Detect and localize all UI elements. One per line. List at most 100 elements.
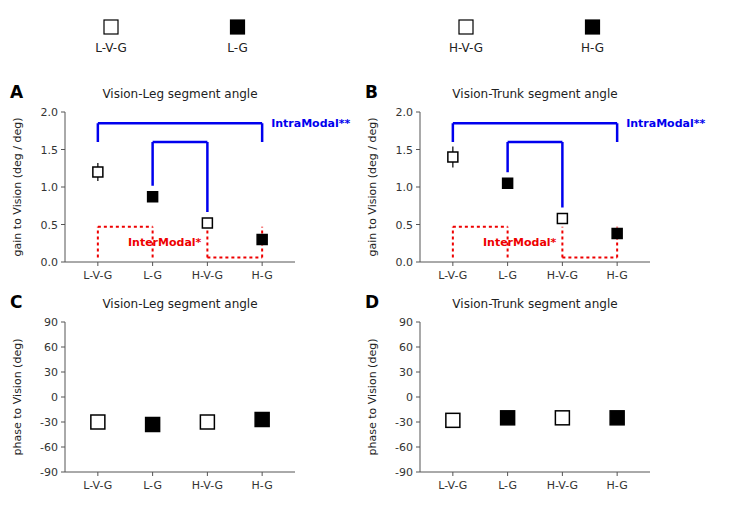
- y-tick-label: 0: [406, 391, 413, 404]
- title: Vision-Leg segment angle: [102, 297, 257, 311]
- y-axis: [65, 112, 66, 262]
- legend-swatch: [459, 20, 473, 34]
- y-axis: [65, 322, 66, 472]
- figure: L-V-G L-G H-V-G H-G Vision-Leg segment angle…: [0, 0, 735, 518]
- y-tick-label: 0: [51, 391, 58, 404]
- x-tick: [507, 472, 508, 476]
- x-tick: [97, 472, 98, 476]
- y-tick: [61, 149, 65, 150]
- legend-label: H-V-G: [449, 41, 483, 55]
- y-tick-label: -60: [395, 441, 413, 454]
- annotation-line: [151, 142, 154, 186]
- x-tick: [452, 472, 453, 476]
- annotation: InterModal*: [483, 236, 557, 249]
- x-tick-label: L-V-G: [438, 479, 467, 492]
- plot-area: [446, 411, 624, 428]
- annotation-line: [453, 226, 508, 228]
- y-tick: [416, 112, 420, 113]
- annotation-line: [452, 123, 455, 142]
- y-tick: [416, 472, 420, 473]
- panel: Vision-Trunk segment angleDphase to Visi…: [365, 292, 650, 492]
- y-axis-label: phase to Vision (deg): [11, 339, 24, 456]
- point: [557, 214, 567, 224]
- annotation-line: [206, 227, 208, 258]
- annotation-line: [206, 142, 209, 212]
- annotation-line: [508, 141, 563, 144]
- y-tick-label: -60: [40, 441, 58, 454]
- legend-swatch: [104, 20, 118, 34]
- point: [503, 178, 513, 188]
- y-tick: [61, 347, 65, 348]
- y-tick: [61, 397, 65, 398]
- x-tick: [152, 472, 153, 476]
- x-tick: [262, 472, 263, 476]
- point: [255, 413, 269, 427]
- y-tick-label: 30: [44, 366, 58, 379]
- annotation-line: [452, 227, 454, 258]
- y-tick-label: 1.0: [41, 181, 59, 194]
- y-tick: [416, 397, 420, 398]
- point: [257, 235, 267, 245]
- y-tick: [416, 224, 420, 225]
- panel-label: B: [365, 82, 378, 102]
- y-tick: [416, 422, 420, 423]
- annotation-line: [616, 123, 619, 142]
- x-tick: [152, 262, 153, 266]
- x-tick-label: L-V-G: [83, 479, 112, 492]
- y-tick: [61, 422, 65, 423]
- legend-label: H-G: [581, 41, 604, 55]
- annotation-line: [561, 142, 564, 208]
- x-tick: [207, 262, 208, 266]
- y-tick: [416, 322, 420, 323]
- point: [555, 411, 569, 425]
- x-tick-label: H-V-G: [547, 269, 578, 282]
- y-tick-label: -30: [40, 416, 58, 429]
- annotation: IntraModal**: [271, 117, 350, 130]
- x-tick-label: L-G: [143, 479, 162, 492]
- annotation-line: [98, 122, 262, 125]
- x-tick: [97, 262, 98, 266]
- y-tick: [61, 262, 65, 263]
- y-axis: [420, 322, 421, 472]
- annotation-line: [97, 227, 99, 258]
- y-tick-label: 2.0: [396, 106, 414, 119]
- x-tick-label: L-G: [498, 479, 517, 492]
- point: [446, 413, 460, 427]
- annotation-line: [153, 141, 208, 144]
- annotation-line: [261, 123, 264, 142]
- x-tick-label: H-V-G: [192, 479, 223, 492]
- legend-swatch: [586, 20, 600, 34]
- legend-swatch: [231, 20, 245, 34]
- y-tick-label: 60: [399, 341, 413, 354]
- x-tick: [617, 262, 618, 266]
- y-tick: [416, 262, 420, 263]
- annotation-line: [453, 122, 617, 125]
- y-tick-label: 0.5: [41, 219, 59, 232]
- x-tick-label: H-G: [607, 269, 628, 282]
- point: [91, 415, 105, 429]
- title: Vision-Trunk segment angle: [452, 87, 617, 101]
- annotation: InterModal*: [128, 236, 202, 249]
- y-tick-label: 0.0: [396, 256, 414, 269]
- annotation: IntraModal**: [626, 117, 705, 130]
- x-tick: [562, 262, 563, 266]
- x-tick-label: L-V-G: [438, 269, 467, 282]
- point: [148, 192, 158, 202]
- y-axis-label: phase to Vision (deg): [366, 339, 379, 456]
- plot-area: [93, 123, 267, 257]
- y-tick: [416, 149, 420, 150]
- x-tick-label: L-V-G: [83, 269, 112, 282]
- x-tick: [562, 472, 563, 476]
- y-axis-label: gain to Vision (deg / deg): [366, 118, 379, 257]
- legend: L-V-GL-GH-V-GH-G: [95, 20, 604, 55]
- y-tick-label: 90: [44, 316, 58, 329]
- x-tick: [262, 262, 263, 266]
- y-tick-label: -90: [40, 466, 58, 479]
- y-tick: [61, 472, 65, 473]
- x-tick: [617, 472, 618, 476]
- point: [202, 218, 212, 228]
- y-tick: [416, 347, 420, 348]
- point: [448, 152, 458, 162]
- y-tick: [416, 447, 420, 448]
- panel-label: A: [10, 82, 24, 102]
